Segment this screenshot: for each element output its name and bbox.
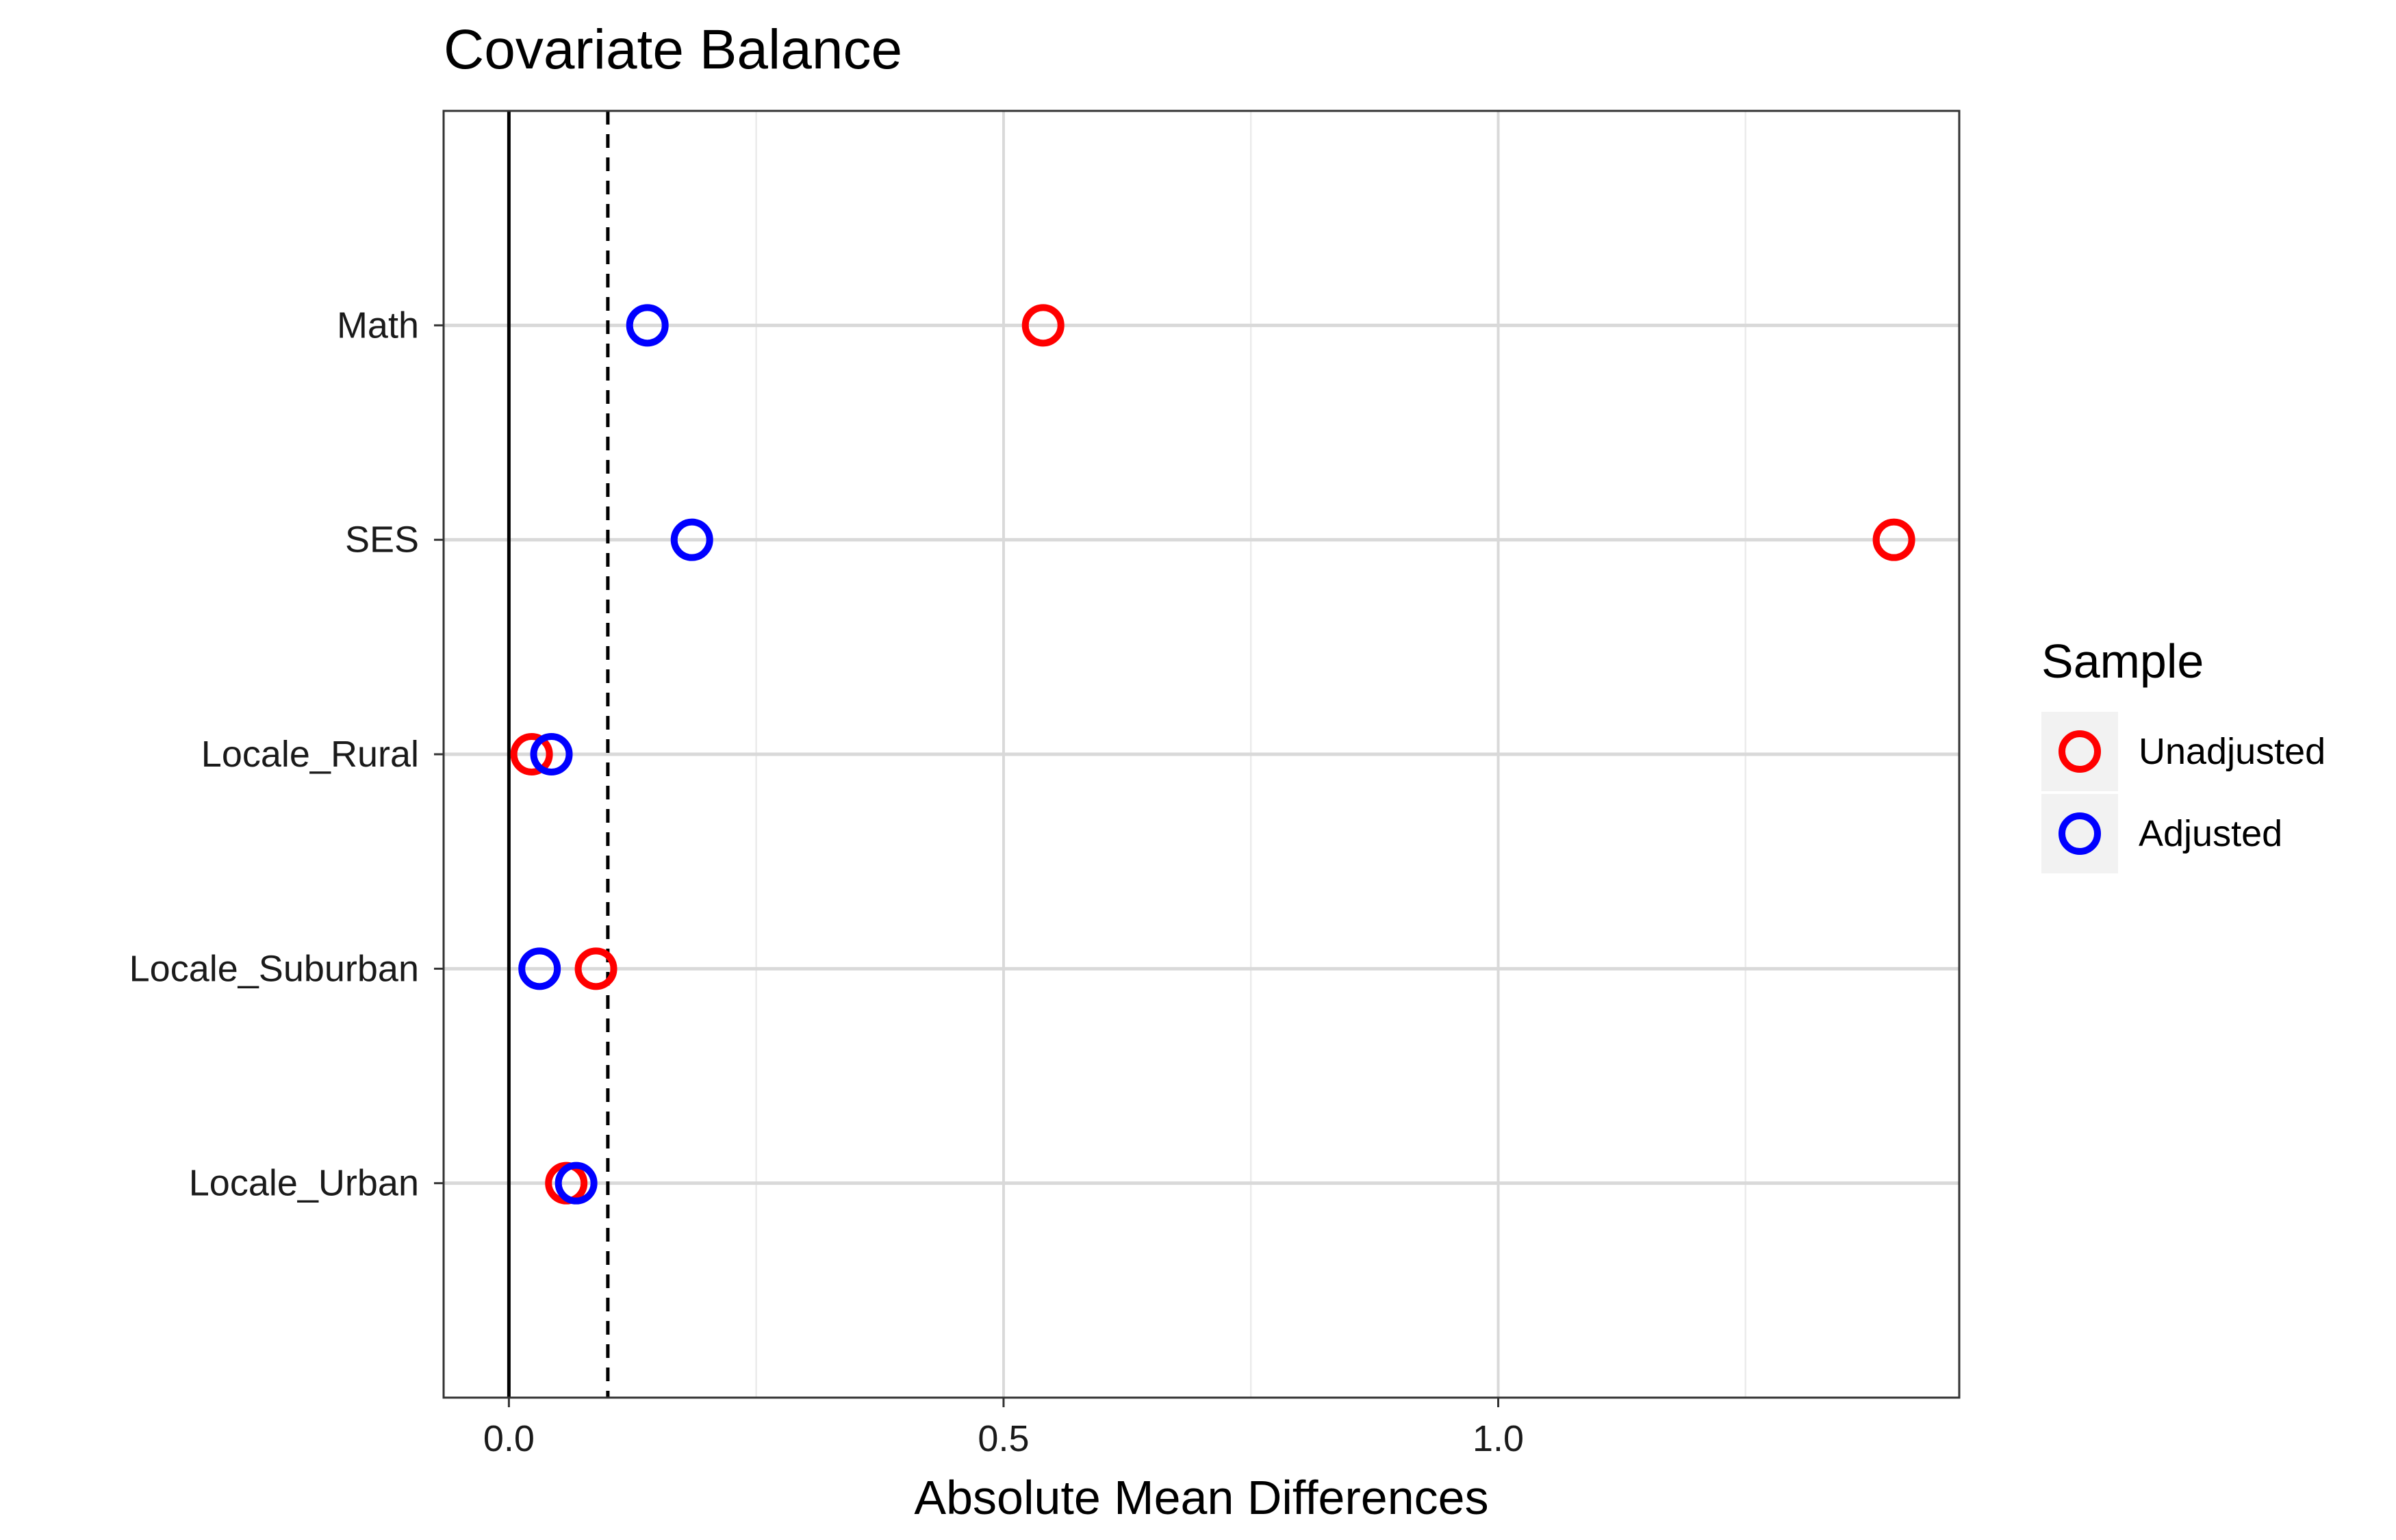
- legend-label-unadjusted: Unadjusted: [2139, 731, 2325, 772]
- legend-label-adjusted: Adjusted: [2139, 813, 2282, 854]
- y-tick-label: Locale_Suburban: [129, 948, 419, 989]
- point-unadjusted-math: [1021, 304, 1065, 347]
- legend-key-adjusted: [2059, 812, 2101, 855]
- legend-key-bg: [2041, 712, 2118, 791]
- y-tick-label: Math: [337, 305, 419, 346]
- reference-lines: [507, 111, 610, 1398]
- point-unadjusted-locale_suburban: [574, 947, 617, 990]
- y-tick-label: Locale_Rural: [201, 734, 419, 775]
- point-unadjusted-ses: [1872, 518, 1915, 561]
- x-tick-label: 0.0: [483, 1418, 535, 1459]
- legend-key-unadjusted: [2059, 730, 2101, 773]
- y-axis: Math SES Locale_Rural Locale_Suburban Locale…: [129, 305, 444, 1204]
- point-adjusted-locale_urban: [555, 1162, 598, 1205]
- legend: Sample Unadjusted Adjusted: [2041, 634, 2325, 873]
- x-tick-label: 0.5: [978, 1418, 1029, 1459]
- data-points: [510, 304, 1915, 1205]
- point-adjusted-ses: [670, 518, 713, 561]
- point-adjusted-locale_rural: [530, 733, 573, 775]
- point-adjusted-locale_suburban: [518, 947, 561, 990]
- chart-title: Covariate Balance: [444, 18, 902, 81]
- grid-layer: [444, 111, 1959, 1398]
- x-axis-title: Absolute Mean Differences: [914, 1471, 1488, 1524]
- y-tick-label: Locale_Urban: [189, 1163, 419, 1204]
- point-unadjusted-locale_rural: [510, 733, 553, 775]
- x-axis: 0.0 0.5 1.0: [483, 1398, 1524, 1459]
- legend-title: Sample: [2041, 634, 2204, 688]
- y-tick-label: SES: [345, 519, 419, 561]
- point-adjusted-math: [626, 304, 669, 347]
- legend-key-bg: [2041, 794, 2118, 873]
- x-tick-label: 1.0: [1473, 1418, 1524, 1459]
